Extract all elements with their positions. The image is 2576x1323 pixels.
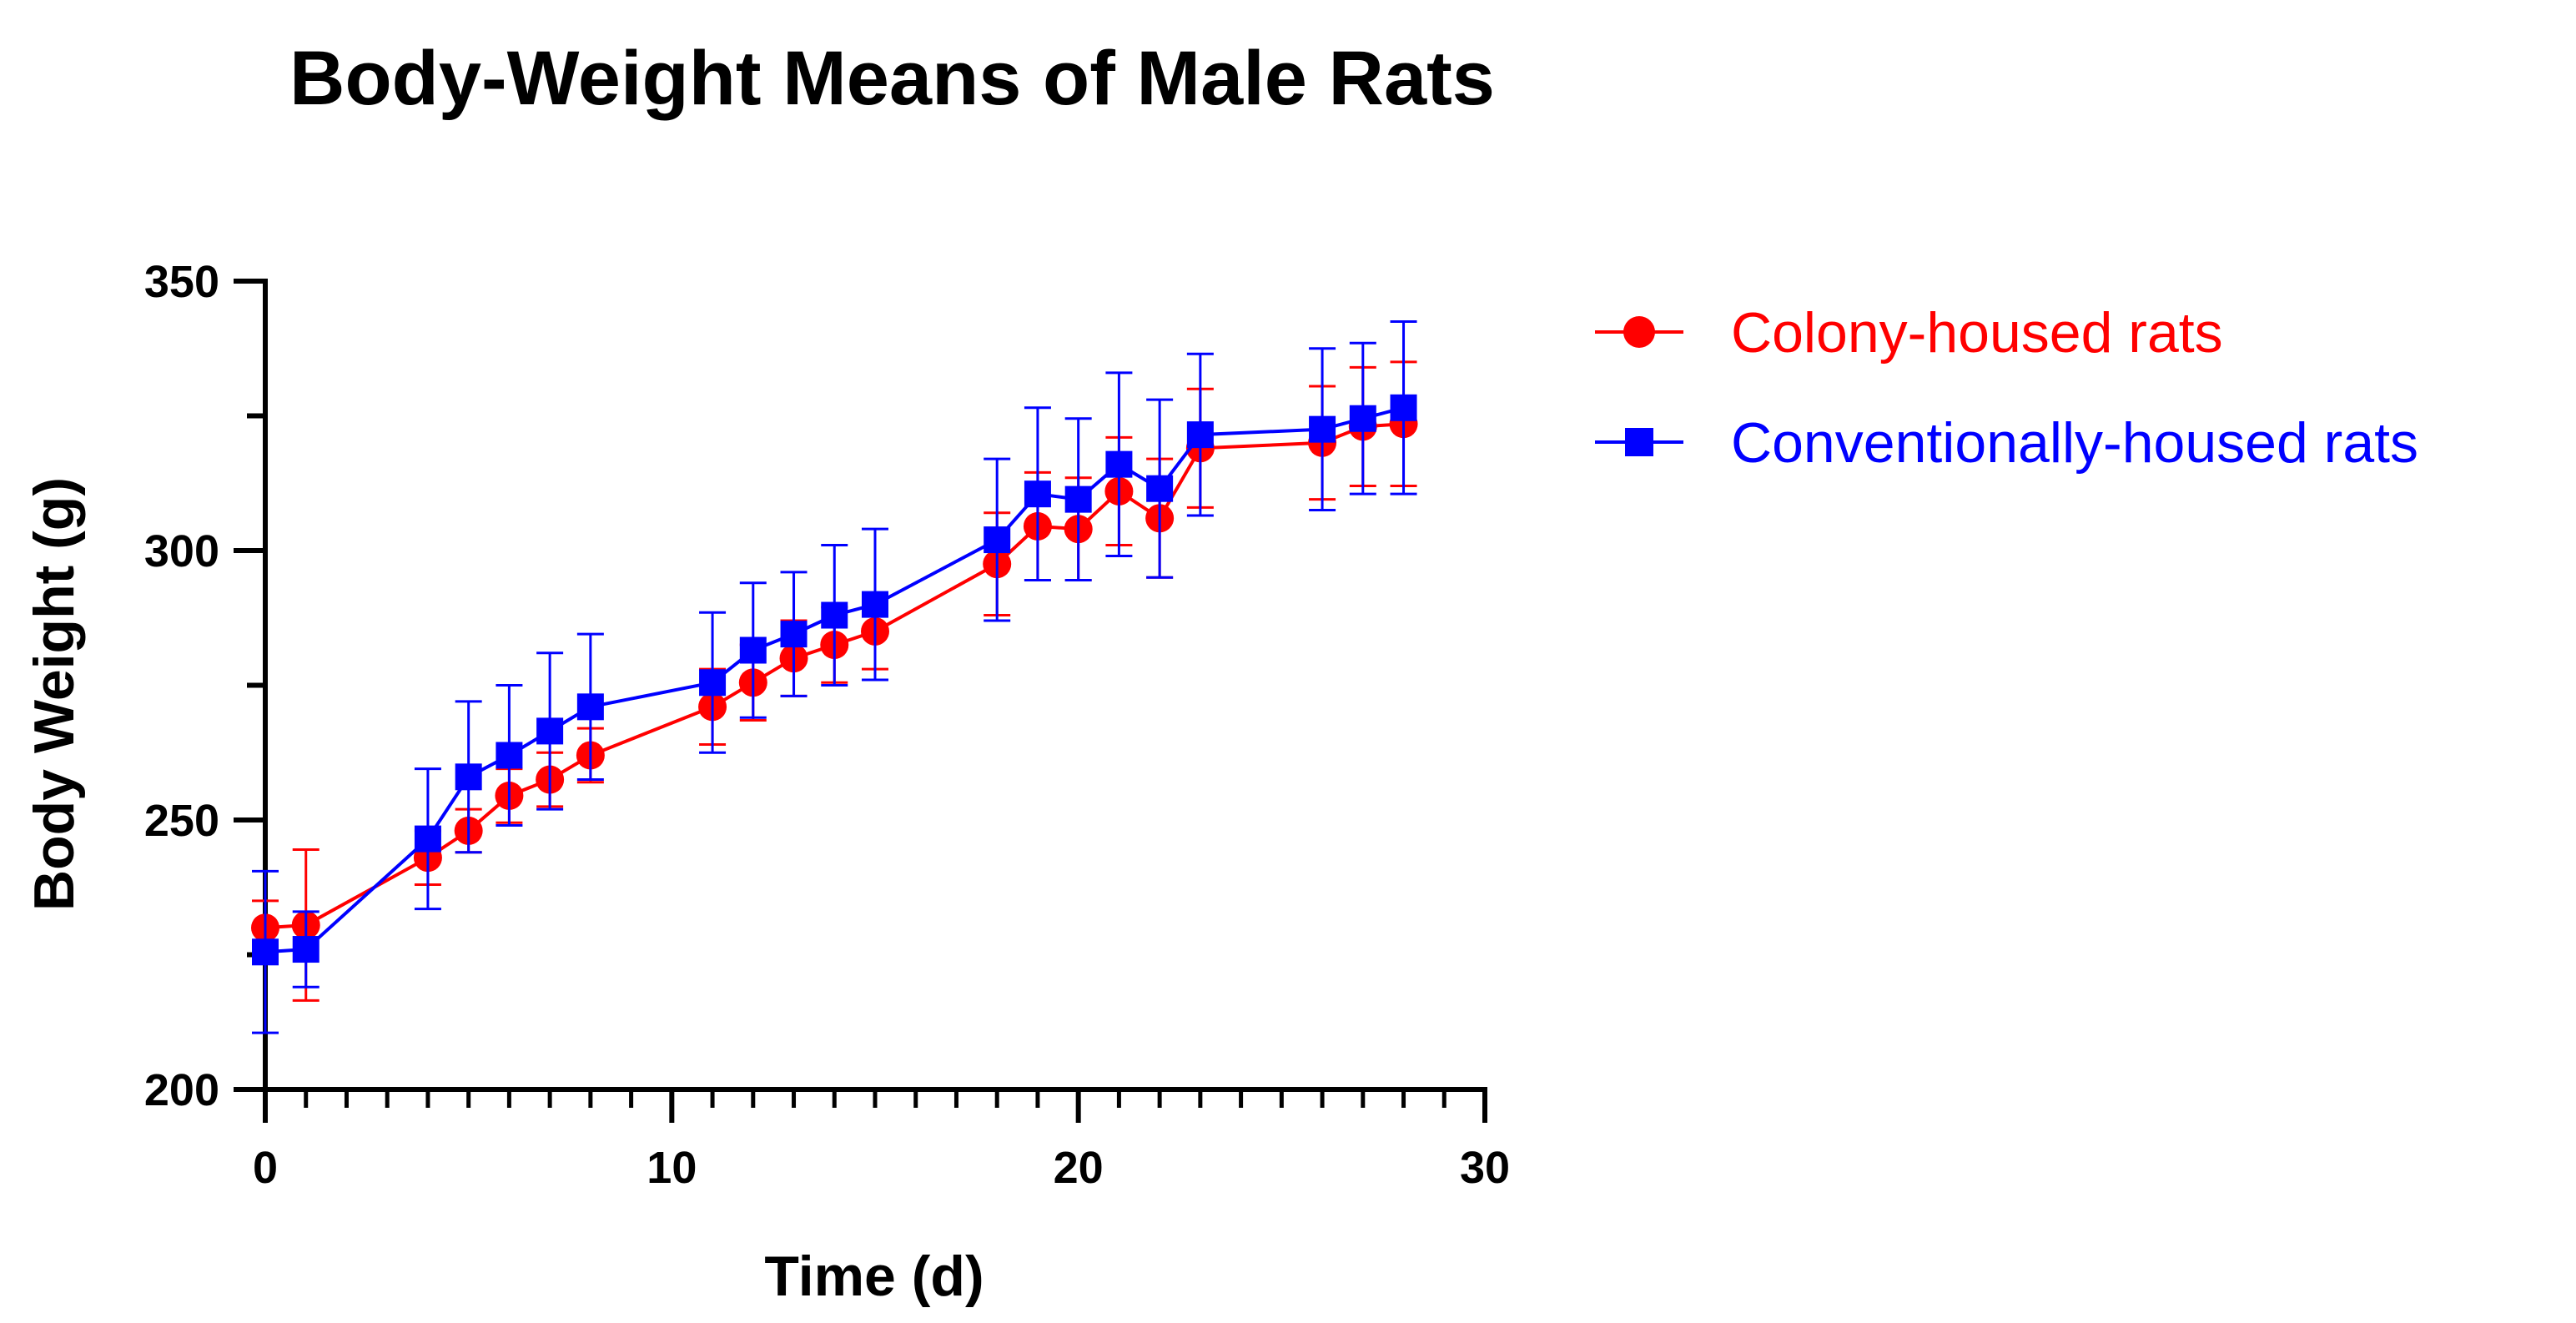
conventional-data-point [536,717,564,745]
conventional-data-point [1024,480,1051,508]
conventional-data-point [576,693,604,721]
conventional-data-point [1146,475,1174,502]
legend-marker [1625,428,1653,456]
legend-item-conventional: Conventionally-housed rats [1595,411,2418,475]
conventional-data-point [780,621,808,648]
y-tick-label: 350 [144,257,219,307]
legend-item-colony: Colony-housed rats [1595,301,2223,365]
conventional-data-point [862,591,888,618]
conventional-data-point [739,636,767,664]
legend-label: Colony-housed rats [1731,301,2223,365]
conventional-data-point [292,936,319,963]
conventional-data-point [1390,394,1417,421]
legend: Colony-housed rats Conventionally-housed … [1595,301,2418,475]
chart-title: Body-Weight Means of Male Rats [289,36,1495,121]
conventional-data-point [455,763,482,791]
legend-label: Conventionally-housed rats [1731,411,2418,475]
x-tick-label: 30 [1460,1143,1510,1193]
y-tick-label: 300 [144,526,219,576]
y-axis-label: Body Weight (g) [23,477,86,911]
conventional-data-point [1064,485,1092,513]
x-axis-label: Time (d) [764,1245,984,1308]
x-tick-label: 20 [1054,1143,1104,1193]
conventional-data-point [414,825,441,853]
conventional-data-point [1309,415,1336,443]
conventional-data-point [252,938,279,966]
conventional-data-point [821,601,848,629]
conventional-data-point [1186,421,1214,449]
conventional-series [252,319,1417,1034]
plot-area [251,319,1418,1034]
y-tick-label: 250 [144,796,219,846]
y-tick-label: 200 [144,1065,219,1115]
conventional-data-point [496,742,523,769]
conventional-data-point [984,526,1011,554]
x-tick-label: 0 [253,1143,278,1193]
conventional-data-point [1349,405,1376,432]
legend-marker [1623,316,1655,348]
conventional-data-point [1105,450,1133,478]
conventional-data-point [699,669,727,697]
axes: 200 250 300 350 0 10 20 30 [144,257,1510,1193]
x-tick-label: 10 [647,1143,697,1193]
